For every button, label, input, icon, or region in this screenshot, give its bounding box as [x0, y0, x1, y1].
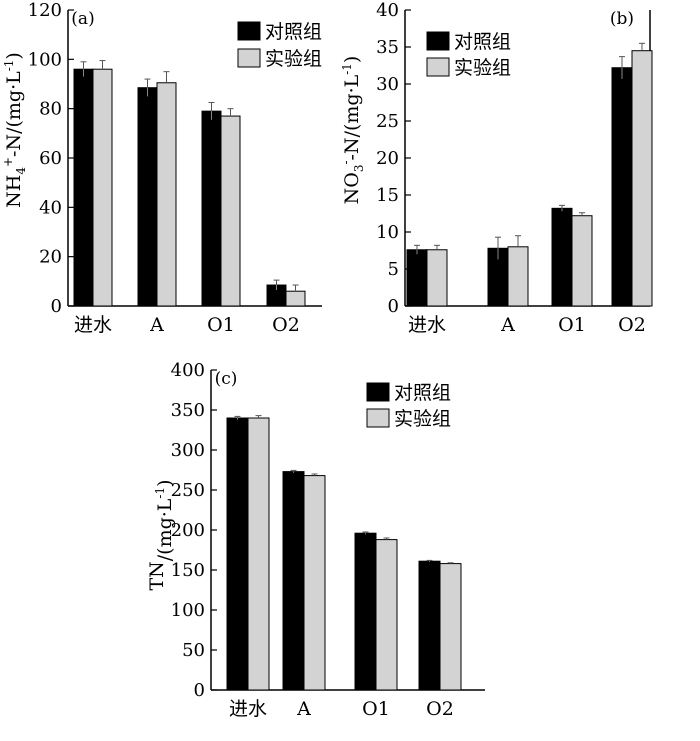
y-tick-label: 20 — [376, 148, 399, 169]
y-tick-label: 10 — [376, 222, 399, 243]
x-category-label: A — [500, 314, 515, 336]
y-tick-label: 40 — [376, 0, 399, 21]
y-axis-title-main: NO — [341, 172, 363, 204]
y-tick-label: 40 — [39, 197, 62, 218]
y-axis-title: TN/(mg·L-1) — [146, 479, 176, 590]
y-axis-title: NH4+-N/(mg·L-1) — [1, 52, 28, 208]
bar-experiment — [426, 249, 448, 307]
bar-control — [611, 67, 633, 307]
y-tick-label: 0 — [194, 680, 205, 701]
y-tick-label: 30 — [376, 74, 399, 95]
panel-label: (a) — [71, 9, 94, 29]
y-tick-label: 5 — [388, 259, 399, 280]
y-axis-title-close: ) — [3, 52, 25, 59]
y-axis-title-rest: -N/(mg·L — [3, 71, 25, 157]
bar-experiment — [507, 246, 529, 307]
y-tick-label: 150 — [171, 560, 205, 581]
y-axis-title-rest: /(mg·L — [154, 498, 176, 561]
bar-experiment — [375, 539, 398, 691]
y-tick-label: 100 — [28, 49, 62, 70]
bar-experiment — [247, 417, 270, 691]
y-tick-label: 350 — [171, 400, 205, 421]
y-axis-title-sub: 4 — [14, 167, 28, 175]
legend-label: 对照组 — [454, 31, 511, 53]
bar-control — [406, 249, 428, 307]
x-category-label: 进水 — [229, 698, 267, 720]
panel-label: (b) — [610, 9, 634, 29]
y-axis-title-close: ) — [341, 56, 363, 63]
y-tick-label: 35 — [376, 37, 399, 58]
legend-swatch-control — [237, 21, 261, 41]
y-axis-title-close: ) — [154, 479, 176, 486]
y-tick-label: 0 — [51, 296, 62, 317]
y-tick-label: 100 — [171, 600, 205, 621]
bar-experiment — [631, 50, 653, 307]
bar-experiment — [220, 115, 241, 307]
legend-label: 实验组 — [394, 408, 451, 430]
bar-control — [201, 110, 222, 307]
bar-control — [551, 207, 573, 307]
bar-experiment — [285, 290, 306, 307]
bar-experiment — [571, 215, 593, 307]
x-category-label: O2 — [618, 314, 646, 336]
x-category-label: O1 — [558, 314, 586, 336]
y-tick-label: 20 — [39, 247, 62, 268]
y-axis-title-sup: - — [339, 160, 353, 164]
panel-label: (c) — [215, 369, 238, 389]
bar-control — [354, 532, 377, 691]
x-category-label: A — [296, 698, 311, 720]
bar-experiment — [303, 475, 326, 691]
y-tick-label: 0 — [388, 296, 399, 317]
chart-panel-c: 0 50 100 150 200 250 300 350 400 进水 A O1 O2 (c) 对照组实验组… — [146, 360, 485, 720]
legend-swatch-control — [426, 31, 450, 51]
x-category-label: O2 — [426, 698, 454, 720]
bar-control — [226, 417, 249, 691]
y-axis-title-unit-sup: -1 — [2, 60, 16, 72]
x-category-label: 进水 — [74, 314, 112, 336]
bar-experiment — [156, 82, 177, 307]
y-axis-title-unit-sup: -1 — [153, 487, 167, 499]
x-category-label: A — [149, 314, 164, 336]
bar-control — [73, 68, 94, 307]
y-tick-label: 250 — [171, 480, 205, 501]
y-tick-label: 15 — [376, 185, 399, 206]
y-axis-title-sub: 3 — [352, 165, 366, 173]
legend-label: 对照组 — [265, 21, 322, 43]
bar-control — [282, 471, 305, 691]
y-axis-title: NO3--N/(mg·L-1) — [339, 56, 366, 205]
x-category-label: O2 — [272, 314, 300, 336]
x-category-label: O1 — [207, 314, 235, 336]
legend-swatch-control — [366, 382, 390, 402]
x-category-label: 进水 — [408, 314, 446, 336]
y-axis-title-main: TN — [146, 561, 168, 590]
y-tick-label: 80 — [39, 99, 62, 120]
legend-swatch-experiment — [426, 57, 450, 77]
y-tick-label: 60 — [39, 148, 62, 169]
y-tick-label: 120 — [28, 0, 62, 21]
bar-experiment — [92, 68, 113, 307]
y-tick-label: 25 — [376, 111, 399, 132]
x-category-label: O1 — [362, 698, 390, 720]
bar-experiment — [439, 563, 462, 691]
legend-swatch-experiment — [366, 408, 390, 428]
bar-control — [137, 87, 158, 307]
y-axis-title-sup: + — [1, 157, 15, 167]
y-axis-title-main: NH — [3, 175, 25, 208]
y-tick-label: 200 — [171, 520, 205, 541]
y-tick-label: 50 — [182, 640, 205, 661]
y-tick-label: 400 — [171, 360, 205, 381]
legend-label: 对照组 — [394, 382, 451, 404]
legend-label: 实验组 — [454, 57, 511, 79]
y-tick-label: 300 — [171, 440, 205, 461]
bar-control — [418, 560, 441, 691]
legend-swatch-experiment — [237, 48, 261, 68]
y-axis-title-unit-sup: -1 — [340, 63, 354, 75]
y-axis-title-rest: -N/(mg·L — [341, 74, 363, 160]
legend-label: 实验组 — [265, 48, 322, 70]
